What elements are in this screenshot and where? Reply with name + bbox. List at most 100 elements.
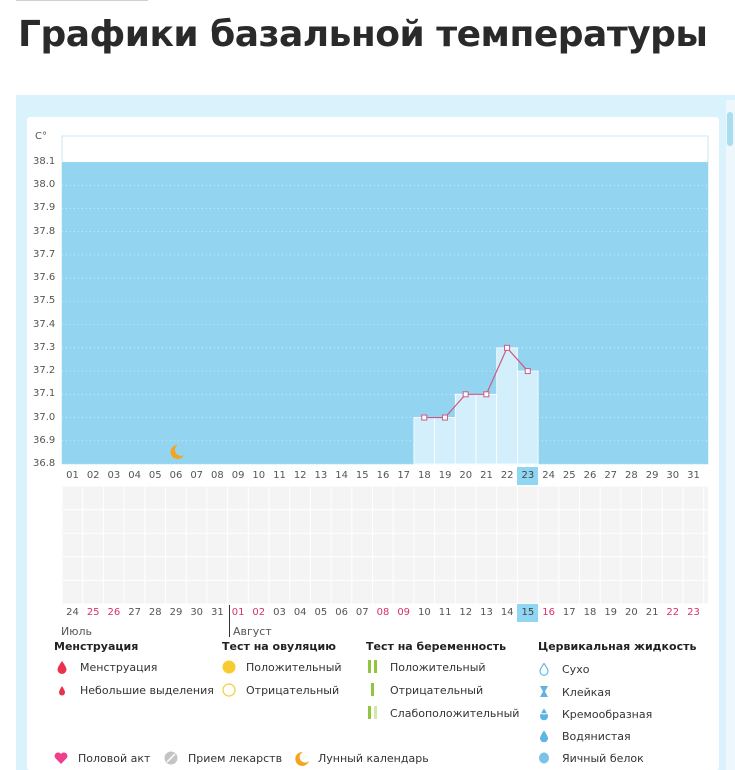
filled-circle-icon (222, 660, 240, 674)
calendar-date-label[interactable]: 23 (687, 607, 700, 618)
calendar-date-label[interactable]: 12 (459, 607, 473, 618)
cycle-day-label[interactable]: 13 (314, 470, 328, 481)
pill-icon (164, 751, 182, 765)
calendar-date-label[interactable]: 11 (438, 607, 452, 618)
temperature-point (524, 368, 531, 375)
cycle-day-label[interactable]: 19 (438, 470, 452, 481)
calendar-date-label[interactable]: 14 (500, 607, 514, 618)
water-drop-icon (538, 729, 556, 743)
temperature-bar (517, 370, 539, 465)
calendar-date-label[interactable]: 22 (666, 607, 680, 618)
calendar-date-label[interactable]: 17 (562, 607, 576, 618)
cycle-day-label[interactable]: 04 (128, 470, 141, 481)
cycle-day-label[interactable]: 12 (293, 470, 307, 481)
half-drop-icon (538, 707, 556, 721)
temperature-point (441, 414, 448, 421)
calendar-date-label[interactable]: 28 (148, 607, 162, 618)
legend-item-ovulation-positive: Положительный (222, 660, 342, 674)
y-tick-label: 37.4 (33, 318, 56, 330)
y-axis-unit: C° (35, 131, 47, 142)
temperature-bar (475, 393, 498, 465)
cycle-day-label[interactable]: 27 (604, 470, 618, 481)
cycle-day-label[interactable]: 07 (190, 470, 204, 481)
scrollbar-thumb[interactable] (727, 112, 733, 146)
cycle-day-label[interactable]: 03 (107, 470, 121, 481)
temperature-bar (434, 417, 456, 465)
month-label-next: Август (233, 625, 272, 638)
month-divider (229, 605, 230, 637)
y-tick-label: 37.2 (33, 365, 56, 377)
single-bar-icon (366, 683, 384, 697)
cycle-day-label[interactable]: 23 (517, 467, 539, 485)
legend-item-egg-white: Яичный белок (538, 751, 644, 765)
cycle-day-label[interactable]: 15 (355, 470, 369, 481)
calendar-date-label[interactable]: 25 (86, 607, 100, 618)
legend-item-intercourse: Половой акт (54, 751, 150, 765)
calendar-date-label[interactable]: 06 (335, 607, 348, 618)
temperature-point (421, 414, 428, 421)
y-tick-label: 38.0 (33, 179, 56, 191)
y-tick-label: 37.9 (33, 202, 56, 214)
cycle-day-label[interactable]: 01 (66, 470, 79, 481)
small-drop-icon (56, 683, 74, 697)
calendar-date-label[interactable]: 24 (66, 607, 79, 618)
outline-circle-icon (222, 683, 240, 697)
temperature-bar (454, 393, 477, 465)
cycle-day-label[interactable]: 11 (273, 470, 286, 481)
cycle-day-label[interactable]: 02 (86, 470, 100, 481)
calendar-date-label[interactable]: 29 (169, 607, 183, 618)
calendar-date-label[interactable]: 02 (252, 607, 266, 618)
calendar-date-label[interactable]: 04 (293, 607, 307, 618)
legend-item-creamy: Кремообразная (538, 707, 652, 721)
calendar-date-label[interactable]: 08 (376, 607, 390, 618)
cycle-day-label[interactable]: 05 (148, 470, 162, 481)
cycle-day-label[interactable]: 16 (376, 470, 390, 481)
calendar-date-label[interactable]: 21 (645, 607, 659, 618)
calendar-date-label[interactable]: 19 (604, 607, 618, 618)
calendar-date-label[interactable]: 27 (128, 607, 141, 618)
legend-title-ovulation: Тест на овуляцию (222, 640, 336, 653)
cycle-day-label[interactable]: 25 (562, 470, 576, 481)
cycle-day-label[interactable]: 28 (625, 470, 638, 481)
cycle-day-label[interactable]: 18 (418, 470, 431, 481)
calendar-date-label[interactable]: 30 (190, 607, 204, 618)
calendar-date-label[interactable]: 20 (625, 607, 638, 618)
cycle-day-label[interactable]: 30 (666, 470, 680, 481)
calendar-date-label[interactable]: 01 (231, 607, 245, 618)
cycle-day-label[interactable]: 06 (169, 470, 183, 481)
calendar-date-label[interactable]: 18 (583, 607, 597, 618)
top-divider (16, 0, 148, 1)
temperature-bar (413, 417, 435, 465)
calendar-date-label[interactable]: 13 (480, 607, 493, 618)
cycle-day-label[interactable]: 14 (335, 470, 348, 481)
cycle-day-label[interactable]: 22 (500, 470, 514, 481)
outline-drop-icon (538, 662, 556, 676)
legend-item-sticky: Клейкая (538, 685, 611, 699)
cycle-day-label[interactable]: 10 (252, 470, 266, 481)
calendar-date-label[interactable]: 09 (397, 607, 411, 618)
cycle-day-label[interactable]: 17 (397, 470, 411, 481)
cycle-day-label[interactable]: 24 (542, 470, 555, 481)
page-title: Графики базальной температуры (18, 14, 708, 55)
heart-icon (54, 751, 72, 765)
cycle-day-label[interactable]: 20 (459, 470, 473, 481)
cycle-day-label[interactable]: 08 (211, 470, 224, 481)
cycle-day-label[interactable]: 21 (480, 470, 493, 481)
cycle-day-label[interactable]: 26 (583, 470, 597, 481)
calendar-date-label[interactable]: 26 (107, 607, 121, 618)
legend-item-moon-calendar: Лунный календарь (294, 751, 429, 766)
calendar-date-label[interactable]: 31 (211, 607, 224, 618)
calendar-date-label[interactable]: 15 (517, 604, 539, 622)
cycle-day-label[interactable]: 09 (231, 470, 245, 481)
calendar-date-label[interactable]: 07 (355, 607, 369, 618)
y-tick-label: 36.9 (33, 434, 56, 446)
scrollbar-track[interactable] (726, 100, 735, 770)
moon-marker-icon (170, 444, 184, 459)
legend-item-medication: Прием лекарств (164, 751, 282, 765)
calendar-date-label[interactable]: 16 (542, 607, 555, 618)
cycle-day-label[interactable]: 29 (645, 470, 659, 481)
calendar-date-label[interactable]: 10 (418, 607, 431, 618)
calendar-date-label[interactable]: 05 (314, 607, 328, 618)
calendar-date-label[interactable]: 03 (273, 607, 286, 618)
cycle-day-label[interactable]: 31 (687, 470, 700, 481)
